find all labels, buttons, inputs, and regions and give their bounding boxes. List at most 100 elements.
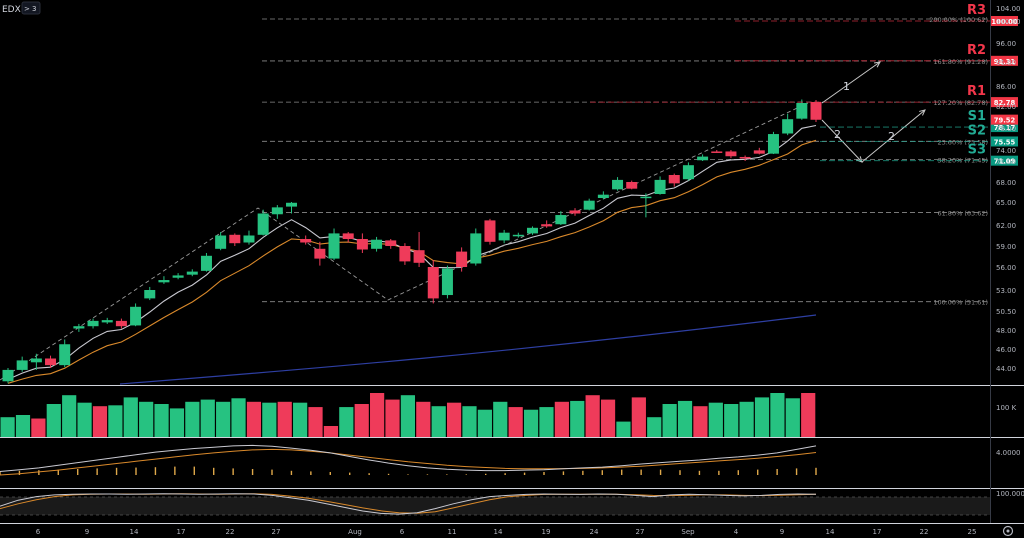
candle-body <box>555 215 567 225</box>
volume-bar <box>77 402 92 437</box>
volume-bar <box>431 406 446 437</box>
level-name-s2: S2 <box>968 123 986 138</box>
candle-body <box>583 200 595 210</box>
time-axis[interactable]: 6 9 14 17 22 27 Aug 6 11 14 19 24 27 Sep 4 9 14 17 22 25 <box>36 528 977 536</box>
price-axis[interactable]: 44.00 46.00 48.00 50.50 53.00 56.00 59.00 62.00… <box>996 5 1021 373</box>
candle-body <box>229 234 241 244</box>
candle-body <box>342 233 354 239</box>
projection-label-2b: 2 <box>888 130 895 143</box>
projection-arrow-recover <box>861 109 926 163</box>
price-tag-r2 <box>991 55 1018 66</box>
price-tag-text-s3: 71.09 <box>994 158 1016 166</box>
price-tag-s1 <box>991 122 1018 133</box>
candle-body <box>470 233 482 264</box>
candle-body <box>356 239 368 250</box>
volume-bar <box>339 407 354 437</box>
candle-body <box>257 213 269 235</box>
fib-label: 38.20% (71.45) <box>937 156 988 164</box>
candle-body <box>399 246 411 262</box>
volume-bar <box>46 404 61 437</box>
candle-body <box>45 358 57 366</box>
candle-body <box>484 220 496 242</box>
candles <box>2 99 822 384</box>
candle-body <box>328 233 340 259</box>
candle-body <box>158 280 170 283</box>
volume-bar <box>277 401 292 437</box>
price-tick-label: 96.00 <box>996 40 1016 48</box>
level-name-s1: S1 <box>968 109 986 124</box>
price-tick-label: 56.00 <box>996 264 1016 272</box>
fib-label: 100.00% (51.61) <box>933 299 988 307</box>
candle-body <box>101 320 113 323</box>
volume-bar <box>169 408 185 437</box>
level-name-s3: S3 <box>968 143 986 158</box>
price-tag-text-s1: 78.17 <box>994 124 1016 132</box>
time-tick-label: 25 <box>968 528 977 536</box>
candle-body <box>413 250 425 263</box>
volume-bar <box>62 395 77 437</box>
candle-body <box>796 103 808 119</box>
candle-body <box>682 165 694 180</box>
price-tag-r1 <box>991 97 1018 108</box>
time-tick-label: 17 <box>177 528 186 536</box>
stoch-band-fill <box>0 497 990 515</box>
candle-body <box>144 290 156 299</box>
last-price-tag <box>991 114 1018 125</box>
ma-long-line <box>119 314 817 385</box>
projection-arrows: 1 2 2 <box>821 61 926 163</box>
volume-bar <box>231 398 246 437</box>
volume-bar <box>92 406 108 437</box>
price-tag-text-r3: 100.00 <box>991 18 1017 26</box>
volume-bar <box>293 402 308 437</box>
volume-bar <box>31 418 46 437</box>
time-tick-label: 22 <box>920 528 929 536</box>
candle-body <box>668 175 680 184</box>
candle-body <box>200 255 212 271</box>
volume-bar <box>446 402 462 437</box>
price-tick-label: 65.00 <box>996 199 1016 207</box>
candle-body <box>427 267 439 299</box>
time-tick-label: 14 <box>826 528 835 536</box>
volume-bar <box>216 401 231 437</box>
level-name-r1: R1 <box>967 84 986 99</box>
candle-body <box>697 156 709 161</box>
volume-bar <box>693 406 708 437</box>
price-tick-label: 46.00 <box>996 346 1016 354</box>
price-tag-text-r2: 91.31 <box>994 58 1016 66</box>
volume-bar <box>108 405 123 437</box>
price-tick-label: 59.00 <box>996 243 1016 251</box>
candle-body <box>16 360 28 370</box>
indicator-badge[interactable] <box>21 1 41 15</box>
symbol-label[interactable]: EDX <box>2 5 21 15</box>
price-tick-label: 44.00 <box>996 365 1016 373</box>
time-tick-label: 19 <box>542 528 551 536</box>
macd-line <box>0 444 817 472</box>
candle-body <box>541 224 553 227</box>
candle-body <box>271 207 283 215</box>
volume-bar <box>754 397 770 437</box>
volume-bar <box>354 404 369 437</box>
price-tick-label: 62.00 <box>996 222 1016 230</box>
volume-bar <box>647 417 662 437</box>
candle-body <box>711 151 723 153</box>
volume-bar <box>185 401 200 437</box>
volume-bar <box>739 401 754 437</box>
macd-tick-label: 4.0000 <box>996 449 1021 457</box>
candle-body <box>753 150 765 154</box>
time-tick-label: 11 <box>448 528 457 536</box>
gear-icon[interactable] <box>1002 525 1014 537</box>
candle-body <box>441 268 453 296</box>
volume-bar <box>385 399 400 437</box>
candle-body <box>612 179 624 190</box>
candle-body <box>782 119 794 134</box>
volume-bar <box>708 402 723 437</box>
candle-body <box>626 182 638 189</box>
candle-body <box>300 239 312 243</box>
volume-bar <box>246 401 262 437</box>
price-tick-label: 50.50 <box>996 308 1016 316</box>
price-tick-label: 48.00 <box>996 327 1016 335</box>
fib-label: 200.00% (100.62) <box>929 16 988 24</box>
stochastic-band <box>0 496 990 516</box>
ema-slow-line <box>7 139 817 384</box>
